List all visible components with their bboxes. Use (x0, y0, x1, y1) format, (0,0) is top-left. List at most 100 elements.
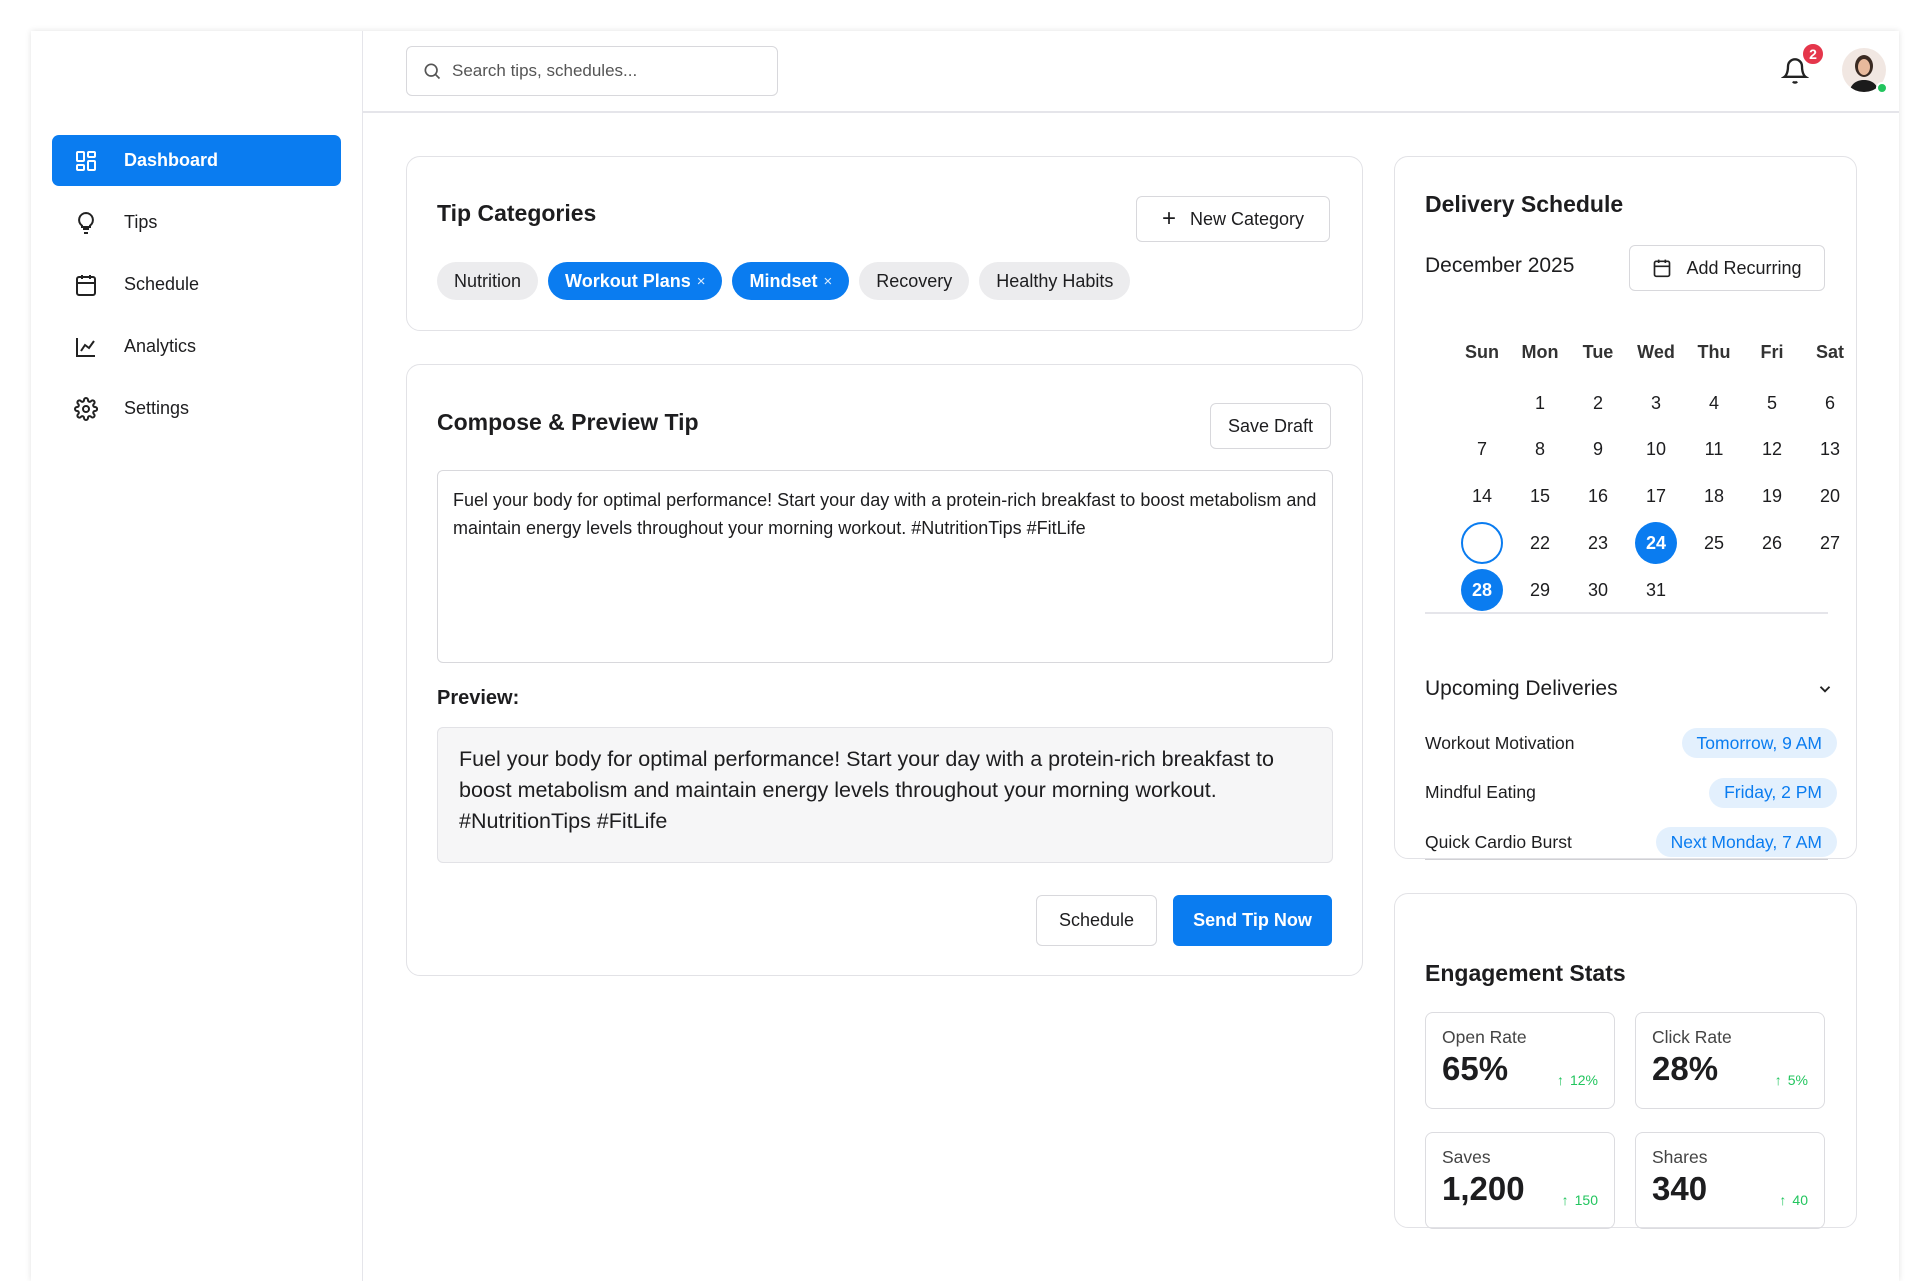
calendar-day[interactable]: 30 (1587, 579, 1609, 600)
schedule-button[interactable]: Schedule (1036, 895, 1157, 946)
avatar[interactable] (1842, 48, 1890, 96)
weekday-label: Thu (1697, 342, 1731, 362)
calendar-day[interactable]: 9 (1592, 439, 1603, 460)
list-underline (1425, 859, 1828, 860)
calendar-day[interactable]: 20 (1819, 486, 1841, 507)
calendar-day[interactable]: 7 (1476, 439, 1487, 460)
search-placeholder: Search tips, schedules... (452, 61, 638, 80)
stat-box: Open Rate 65% ↑ 12% (1425, 1012, 1615, 1109)
up-arrow: ↑ (1561, 1192, 1569, 1208)
calendar-day[interactable]: 13 (1819, 439, 1841, 460)
upcoming-time: Friday, 2 PM (1709, 777, 1837, 808)
delivery-card: Delivery Schedule December 2025 Add Recu… (1394, 156, 1857, 860)
calendar-day[interactable] (1461, 522, 1503, 565)
up-arrow: ↑ (1774, 1072, 1782, 1088)
app: Dashboard Tips Schedule Analytics Settin… (31, 31, 1899, 1281)
calendar-day[interactable]: 3 (1650, 392, 1661, 413)
category-tag[interactable]: Workout Plans × (548, 262, 723, 300)
sidebar: Dashboard Tips Schedule Analytics Settin… (31, 31, 363, 1281)
calendar-day[interactable]: 23 (1587, 532, 1609, 553)
category-tag[interactable]: Recovery (859, 262, 970, 300)
change-value: 40 (1792, 1192, 1808, 1208)
nav-label: Tips (124, 212, 158, 232)
stat-change: ↑ 150 (1562, 1192, 1598, 1208)
calendar-day[interactable]: 15 (1529, 486, 1551, 507)
card-title: Delivery Schedule (1425, 191, 1624, 217)
stat-box: Shares 340 ↑ 40 (1635, 1132, 1825, 1229)
category-tag[interactable]: Nutrition (437, 262, 539, 300)
nav-label: Dashboard (124, 150, 219, 170)
calendar-day[interactable]: 26 (1761, 532, 1783, 553)
top-bar: Search tips, schedules... 2 (363, 31, 1899, 113)
tag-remove[interactable]: × (696, 272, 706, 290)
send-button[interactable]: Send Tip Now (1173, 895, 1332, 946)
upcoming-row[interactable]: Mindful Eating Friday, 2 PM (1425, 776, 1837, 810)
nav-item[interactable]: Analytics (52, 321, 341, 372)
stat-value: 65% (1442, 1050, 1509, 1087)
nav-item[interactable]: Dashboard (52, 135, 341, 186)
upcoming-row[interactable]: Quick Cardio Burst Next Monday, 7 AM (1425, 825, 1837, 859)
add-recurring-button[interactable]: Add Recurring (1629, 245, 1825, 291)
calendar-day[interactable]: 29 (1529, 579, 1551, 600)
upcoming-row[interactable]: Workout Motivation Tomorrow, 9 AM (1425, 726, 1837, 760)
page: Dashboard Tips Schedule Analytics Settin… (52, 31, 1899, 1281)
calendar-day[interactable]: 5 (1766, 392, 1777, 413)
nav-item[interactable]: Settings (52, 383, 341, 434)
calendar-day[interactable]: 11 (1704, 439, 1724, 460)
upcoming-title: Upcoming Deliveries (1425, 677, 1618, 700)
calendar-day[interactable]: 24 (1635, 522, 1677, 565)
calendar-day[interactable]: 18 (1703, 486, 1725, 507)
bell-icon[interactable] (1781, 57, 1809, 85)
calendar-day[interactable]: 17 (1645, 486, 1667, 507)
category-tag[interactable]: Healthy Habits (979, 262, 1131, 300)
weekday-label: Fri (1760, 342, 1784, 362)
calendar-day[interactable]: 10 (1645, 439, 1667, 460)
calendar-day[interactable]: 19 (1761, 486, 1783, 507)
calendar-day[interactable]: 2 (1592, 392, 1603, 413)
save-draft-button[interactable]: Save Draft (1210, 403, 1331, 449)
button-label: New Category (1189, 208, 1305, 229)
chevron[interactable] (1816, 680, 1834, 698)
tag-label: Healthy Habits (996, 270, 1114, 291)
calendar-day[interactable]: 12 (1761, 439, 1783, 460)
tag-list: Nutrition Workout Plans × Mindset × Recovery H… (437, 262, 1131, 300)
stat-label: Click Rate (1652, 1027, 1732, 1047)
tag-remove[interactable]: × (823, 272, 833, 290)
weekday-label: Mon (1521, 342, 1559, 362)
calendar-day[interactable]: 1 (1534, 392, 1545, 413)
upcoming-name: Mindful Eating (1425, 782, 1536, 802)
stat-value: 28% (1652, 1050, 1719, 1087)
calendar-day[interactable]: 14 (1471, 486, 1493, 507)
new-category-button[interactable]: + New Category (1136, 196, 1330, 242)
calendar-day[interactable]: 31 (1645, 579, 1667, 600)
calendar-day[interactable]: 6 (1824, 392, 1835, 413)
notification-badge: 2 (1801, 42, 1825, 66)
tip-textarea[interactable]: Fuel your body for optimal performance! … (437, 470, 1333, 663)
nav-label: Settings (124, 398, 190, 418)
calendar-day[interactable]: 28 (1461, 569, 1503, 612)
button-label: Save Draft (1227, 415, 1314, 436)
preview-label: Preview: (437, 687, 520, 709)
nav-item[interactable]: Schedule (52, 259, 341, 310)
compose-card: Compose & Preview Tip Save Draft Fuel yo… (406, 364, 1363, 976)
tip-categories-card: Tip Categories + New Category Nutrition Wo… (406, 156, 1363, 331)
button-label: Send Tip Now (1193, 910, 1312, 930)
calendar-day[interactable]: 27 (1819, 532, 1841, 553)
weekday-label: Sun (1465, 342, 1499, 362)
calendar-day[interactable]: 22 (1529, 532, 1551, 553)
category-tag[interactable]: Mindset × (732, 262, 850, 300)
stat-label: Saves (1442, 1147, 1491, 1167)
nav-item[interactable]: Tips (52, 197, 341, 248)
tag-label: Nutrition (454, 270, 522, 291)
calendar-day[interactable]: 4 (1708, 392, 1719, 413)
preview-text: Fuel your body for optimal performance! … (459, 747, 1274, 833)
calendar-day[interactable]: 25 (1703, 532, 1725, 553)
nav-label: Schedule (124, 274, 200, 294)
tag-label: Recovery (876, 270, 953, 291)
calendar-day[interactable]: 8 (1534, 439, 1545, 460)
card-title: Tip Categories (437, 200, 597, 226)
upcoming-name: Quick Cardio Burst (1425, 831, 1572, 852)
preview-box: Fuel your body for optimal performance! … (437, 727, 1333, 863)
search-box[interactable]: Search tips, schedules... (406, 46, 778, 96)
calendar-day[interactable]: 16 (1587, 486, 1609, 507)
